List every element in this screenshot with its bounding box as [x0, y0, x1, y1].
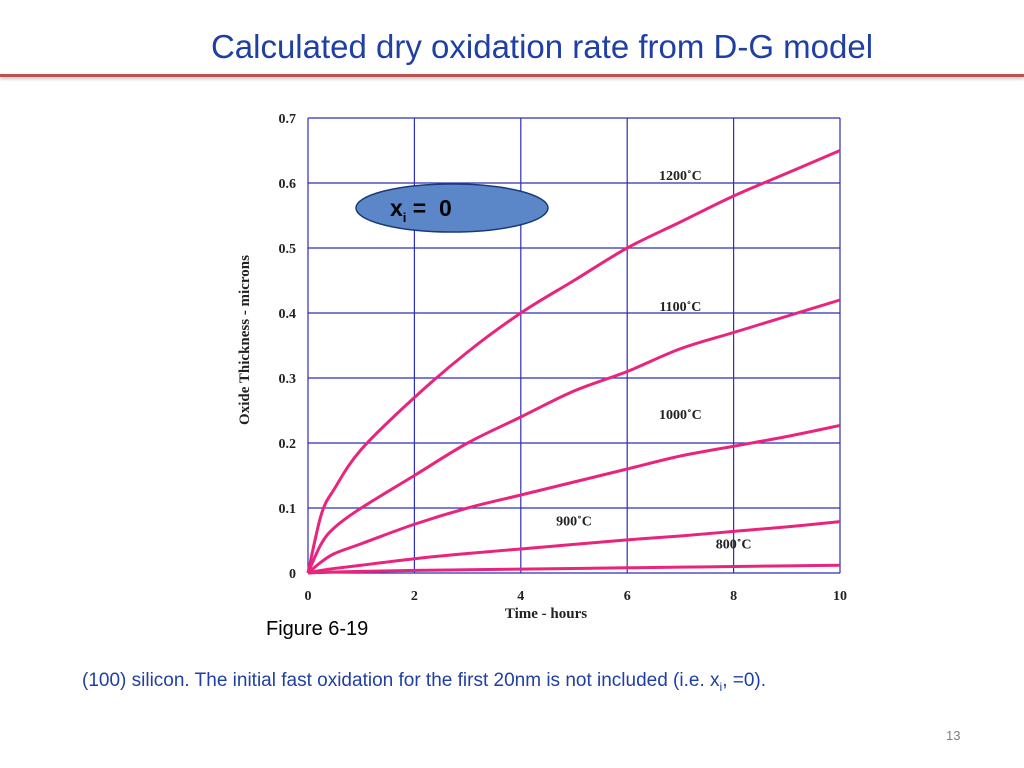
- figure-caption: (100) silicon. The initial fast oxidatio…: [82, 670, 766, 694]
- y-tick-label-4: 0.4: [279, 307, 297, 322]
- chart-ticks: 0 2 4 6 8 10 0 0.1 0.2 0.3 0.4 0.5 0.6 0.7: [279, 112, 848, 604]
- series-label-1: 1200˚C: [659, 169, 702, 184]
- series-label-5: 800˚C: [716, 538, 752, 553]
- curve-4: [307, 520, 841, 575]
- xi-annotation-badge: xi = 0: [355, 183, 549, 233]
- caption-subscript: i: [719, 679, 723, 694]
- y-tick-label-7: 0.7: [279, 112, 297, 127]
- page-number: 13: [946, 728, 961, 743]
- y-axis-label: Oxide Thickness - microns: [237, 255, 253, 425]
- badge-rest-text: = 0: [406, 195, 451, 221]
- badge-sub-text: i: [403, 210, 407, 225]
- y-tick-label-2: 0.2: [279, 437, 297, 452]
- caption-text-1: (100) silicon. The initial fast oxidatio…: [82, 670, 720, 691]
- x-tick-label-3: 6: [624, 589, 631, 604]
- series-label-2: 1100˚C: [659, 300, 701, 315]
- chart-curves: [306, 149, 841, 575]
- curve-5: [307, 563, 841, 575]
- y-tick-label-3: 0.3: [279, 372, 297, 387]
- curve-2: [306, 298, 841, 574]
- x-tick-label-1: 2: [411, 589, 418, 604]
- figure-label: Figure 6-19: [266, 618, 369, 640]
- svg-text:xi = 0: xi = 0: [390, 195, 452, 225]
- badge-main-text: x: [390, 195, 403, 221]
- caption-text-2: , =0).: [722, 670, 767, 691]
- x-tick-label-4: 8: [730, 589, 737, 604]
- chart-series-labels: 1200˚C 1100˚C 1000˚C 900˚C 800˚C: [556, 169, 751, 553]
- badge-ellipse: [355, 183, 549, 233]
- title-divider: [0, 74, 1024, 77]
- chart-grid: [307, 117, 841, 574]
- slide-title: Calculated dry oxidation rate from D-G m…: [210, 28, 874, 65]
- y-tick-label-1: 0.1: [279, 502, 297, 517]
- x-axis-label: Time - hours: [505, 606, 587, 622]
- series-label-3: 1000˚C: [659, 408, 702, 423]
- x-tick-label-2: 4: [517, 589, 524, 604]
- curve-1: [306, 149, 841, 574]
- x-tick-label-0: 0: [305, 589, 312, 604]
- y-tick-label-0: 0: [289, 567, 296, 582]
- y-tick-label-5: 0.5: [279, 242, 297, 257]
- curve-3: [307, 423, 841, 575]
- series-label-4: 900˚C: [556, 514, 592, 529]
- y-tick-label-6: 0.6: [279, 177, 297, 192]
- x-tick-label-5: 10: [833, 589, 847, 604]
